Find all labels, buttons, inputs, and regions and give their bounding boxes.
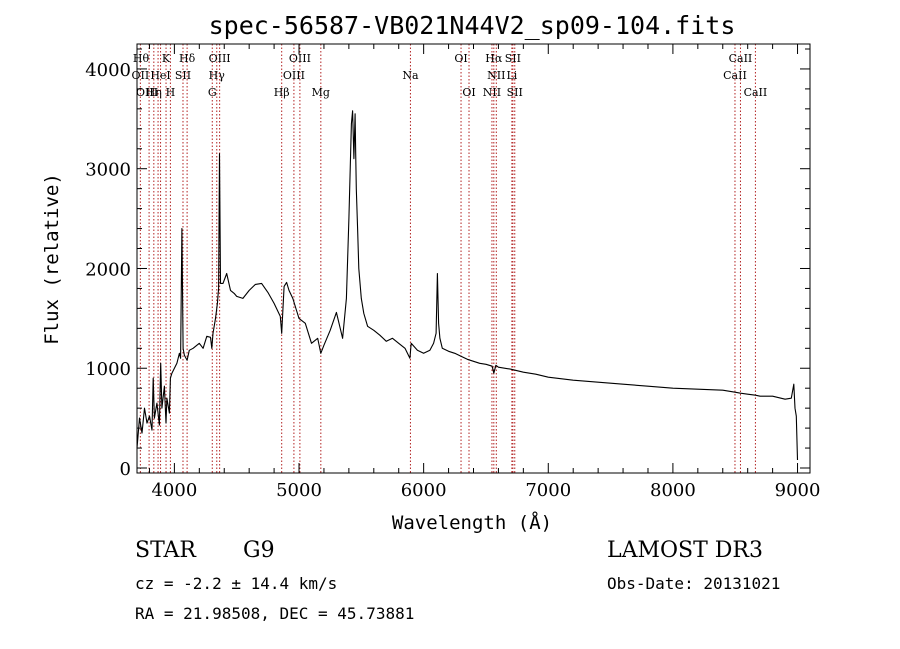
x-axis-label: Wavelength (Å) [392,511,552,534]
line-marker-label: OI [462,86,475,99]
x-tick-label: 9000 [775,480,821,501]
line-marker-label: SII [175,69,191,82]
line-marker-label: OIII [289,52,311,65]
axis-ticks: 4000 5000 6000 7000 8000 9000 0 1000 2000 3000 400… [85,44,820,501]
line-marker-label: CaII [723,69,747,82]
line-marker-label: G [208,86,217,99]
line-marker-label: OIII [209,52,231,65]
line-marker-label: OIII [136,86,158,99]
line-marker-label: Hδ [179,52,196,65]
x-tick-label: 6000 [401,480,447,501]
marker-labels: Hθ Hη OII OIII HeI K H SII Hδ G Hγ OIII Hβ OIII OIII Mg… [132,52,768,99]
line-marker-label: OI [454,52,467,65]
line-marker-label: Mg [312,86,330,99]
line-marker-label: CaII [729,52,753,65]
spectral-line-markers [139,44,756,473]
line-marker-label: NII [483,86,501,99]
coordinates: RA = 21.98508, DEC = 45.73881 [135,604,415,623]
line-marker-label: CaII [744,86,768,99]
line-marker-label: Hθ [133,52,150,65]
y-tick-label: 4000 [85,60,131,81]
line-marker-label: Na [402,69,419,82]
line-marker-label: K [162,52,171,65]
y-tick-label: 0 [120,459,131,480]
line-marker-label: Hη [146,86,162,99]
line-marker-label: SII [505,52,521,65]
line-marker-label: OII [132,69,150,82]
line-marker-label: H [166,86,176,99]
object-type: STAR [135,538,196,563]
y-tick-label: 1000 [85,359,131,380]
line-marker-label: NII [487,69,505,82]
spectrum-chart: 4000 5000 6000 7000 8000 9000 0 1000 2000 3000 400… [41,11,820,534]
y-tick-label: 2000 [85,259,131,280]
line-marker-label: Hγ [209,69,226,82]
survey-label: LAMOST DR3 [607,538,763,563]
line-marker-label: SII [507,86,523,99]
redshift-readout: cz = -2.2 ± 14.4 km/s [135,574,338,593]
x-tick-label: 7000 [525,480,571,501]
line-marker-label: Hα [485,52,503,65]
line-marker-label: OIII [283,69,305,82]
x-tick-label: 4000 [151,480,197,501]
chart-title: spec-56587-VB021N44V2_sp09-104.fits [209,11,736,40]
y-tick-label: 3000 [85,160,131,181]
line-marker-label: HeI [150,69,170,82]
spectrum-series [136,110,799,461]
obs-date: Obs-Date: 20131021 [607,574,781,593]
line-marker-label: Hβ [274,86,290,99]
x-tick-label: 8000 [650,480,696,501]
line-marker-label: Li [506,69,517,82]
x-tick-label: 5000 [276,480,322,501]
y-axis-label: Flux (relative) [41,173,63,345]
flux-line [136,110,799,461]
plot-frame [136,43,811,474]
spectral-subclass: G9 [243,538,275,563]
